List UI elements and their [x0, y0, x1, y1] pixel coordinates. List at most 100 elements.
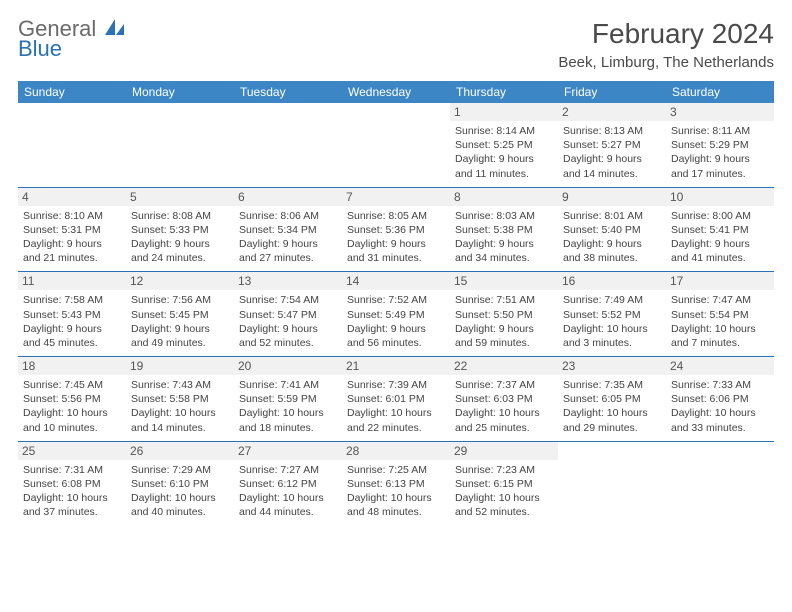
day-details: Sunrise: 7:27 AMSunset: 6:12 PMDaylight:…: [239, 463, 337, 520]
calendar-day: [558, 441, 666, 525]
day-number: 12: [126, 272, 234, 290]
sunrise-line: Sunrise: 7:39 AM: [347, 378, 445, 392]
sunset-line: Sunset: 5:41 PM: [671, 223, 769, 237]
day-details: Sunrise: 7:39 AMSunset: 6:01 PMDaylight:…: [347, 378, 445, 435]
location: Beek, Limburg, The Netherlands: [558, 54, 774, 71]
daylight-line: Daylight: 10 hours and 52 minutes.: [455, 491, 553, 519]
sunrise-line: Sunrise: 7:31 AM: [23, 463, 121, 477]
day-number: 24: [666, 357, 774, 375]
weekday-header: Sunday: [18, 81, 126, 103]
sunrise-line: Sunrise: 8:03 AM: [455, 209, 553, 223]
sunset-line: Sunset: 5:36 PM: [347, 223, 445, 237]
daylight-line: Daylight: 9 hours and 27 minutes.: [239, 237, 337, 265]
daylight-line: Daylight: 9 hours and 34 minutes.: [455, 237, 553, 265]
daylight-line: Daylight: 9 hours and 52 minutes.: [239, 322, 337, 350]
sunrise-line: Sunrise: 7:45 AM: [23, 378, 121, 392]
sunset-line: Sunset: 5:40 PM: [563, 223, 661, 237]
daylight-line: Daylight: 10 hours and 37 minutes.: [23, 491, 121, 519]
sunrise-line: Sunrise: 8:00 AM: [671, 209, 769, 223]
sunrise-line: Sunrise: 8:08 AM: [131, 209, 229, 223]
sunset-line: Sunset: 5:34 PM: [239, 223, 337, 237]
daylight-line: Daylight: 10 hours and 40 minutes.: [131, 491, 229, 519]
calendar-day: 19Sunrise: 7:43 AMSunset: 5:58 PMDayligh…: [126, 357, 234, 442]
sunset-line: Sunset: 6:15 PM: [455, 477, 553, 491]
calendar-day: 29Sunrise: 7:23 AMSunset: 6:15 PMDayligh…: [450, 441, 558, 525]
sunset-line: Sunset: 5:38 PM: [455, 223, 553, 237]
day-details: Sunrise: 8:13 AMSunset: 5:27 PMDaylight:…: [563, 124, 661, 181]
sunrise-line: Sunrise: 7:23 AM: [455, 463, 553, 477]
day-details: Sunrise: 7:37 AMSunset: 6:03 PMDaylight:…: [455, 378, 553, 435]
logo: General Blue: [18, 18, 126, 60]
day-number: 21: [342, 357, 450, 375]
day-details: Sunrise: 7:56 AMSunset: 5:45 PMDaylight:…: [131, 293, 229, 350]
day-details: Sunrise: 7:52 AMSunset: 5:49 PMDaylight:…: [347, 293, 445, 350]
calendar-body: 1 Sunrise: 8:14 AMSunset: 5:25 PMDaylight…: [18, 103, 774, 525]
daylight-line: Daylight: 9 hours and 41 minutes.: [671, 237, 769, 265]
calendar-day: [234, 103, 342, 187]
calendar-day: 13Sunrise: 7:54 AMSunset: 5:47 PMDayligh…: [234, 272, 342, 357]
calendar-week: 4Sunrise: 8:10 AMSunset: 5:31 PMDaylight…: [18, 187, 774, 272]
day-number: 6: [234, 188, 342, 206]
header: General Blue February 2024 Beek, Limburg…: [18, 18, 774, 71]
day-number: 3: [666, 103, 774, 121]
calendar-week: 18 Sunrise: 7:45 AMSunset: 5:56 PM Dayligh…: [18, 357, 774, 442]
day-number: 17: [666, 272, 774, 290]
calendar-day: 5Sunrise: 8:08 AMSunset: 5:33 PMDaylight…: [126, 187, 234, 272]
calendar-day: 24 Sunrise: 7:33 AMSunset: 6:06 PMDayligh…: [666, 357, 774, 442]
sunset-line: Sunset: 5:33 PM: [131, 223, 229, 237]
day-details: Sunrise: 7:33 AMSunset: 6:06 PMDaylight:…: [671, 378, 769, 435]
calendar-table: SundayMondayTuesdayWednesdayThursdayFrid…: [18, 81, 774, 525]
calendar-day: [342, 103, 450, 187]
day-details: Sunrise: 8:01 AMSunset: 5:40 PMDaylight:…: [563, 209, 661, 266]
daylight-line: Daylight: 10 hours and 14 minutes.: [131, 406, 229, 434]
sunset-line: Sunset: 5:54 PM: [671, 308, 769, 322]
calendar-day: 17 Sunrise: 7:47 AMSunset: 5:54 PMDayligh…: [666, 272, 774, 357]
calendar-day: 22Sunrise: 7:37 AMSunset: 6:03 PMDayligh…: [450, 357, 558, 442]
weekday-header: Monday: [126, 81, 234, 103]
daylight-line: Daylight: 9 hours and 31 minutes.: [347, 237, 445, 265]
day-number: 26: [126, 442, 234, 460]
sunrise-line: Sunrise: 7:47 AM: [671, 293, 769, 307]
daylight-line: Daylight: 9 hours and 21 minutes.: [23, 237, 121, 265]
day-details: Sunrise: 8:00 AMSunset: 5:41 PMDaylight:…: [671, 209, 769, 266]
day-details: Sunrise: 7:43 AMSunset: 5:58 PMDaylight:…: [131, 378, 229, 435]
calendar-day: 20Sunrise: 7:41 AMSunset: 5:59 PMDayligh…: [234, 357, 342, 442]
sunrise-line: Sunrise: 7:56 AM: [131, 293, 229, 307]
calendar-day: 25Sunrise: 7:31 AMSunset: 6:08 PMDayligh…: [18, 441, 126, 525]
daylight-line: Daylight: 9 hours and 45 minutes.: [23, 322, 121, 350]
daylight-line: Daylight: 10 hours and 7 minutes.: [671, 322, 769, 350]
sunset-line: Sunset: 5:59 PM: [239, 392, 337, 406]
day-number: 1: [450, 103, 558, 121]
sunset-line: Sunset: 5:56 PM: [23, 392, 121, 406]
daylight-line: Daylight: 10 hours and 29 minutes.: [563, 406, 661, 434]
calendar-day: 16Sunrise: 7:49 AMSunset: 5:52 PMDayligh…: [558, 272, 666, 357]
daylight-line: Daylight: 9 hours and 56 minutes.: [347, 322, 445, 350]
day-details: Sunrise: 7:29 AMSunset: 6:10 PMDaylight:…: [131, 463, 229, 520]
calendar-day: 11Sunrise: 7:58 AMSunset: 5:43 PMDayligh…: [18, 272, 126, 357]
day-number: 18: [18, 357, 126, 375]
day-number: 7: [342, 188, 450, 206]
daylight-line: Daylight: 9 hours and 49 minutes.: [131, 322, 229, 350]
calendar-day: 14Sunrise: 7:52 AMSunset: 5:49 PMDayligh…: [342, 272, 450, 357]
sunrise-line: Sunrise: 7:58 AM: [23, 293, 121, 307]
daylight-line: Daylight: 10 hours and 44 minutes.: [239, 491, 337, 519]
calendar-day: 4Sunrise: 8:10 AMSunset: 5:31 PMDaylight…: [18, 187, 126, 272]
calendar-day: 26 Sunrise: 7:29 AMSunset: 6:10 PMDayligh…: [126, 441, 234, 525]
sunset-line: Sunset: 6:13 PM: [347, 477, 445, 491]
sunset-line: Sunset: 6:01 PM: [347, 392, 445, 406]
weekday-header: Tuesday: [234, 81, 342, 103]
sunset-line: Sunset: 6:06 PM: [671, 392, 769, 406]
sunrise-line: Sunrise: 8:06 AM: [239, 209, 337, 223]
sunrise-line: Sunrise: 8:11 AM: [671, 124, 769, 138]
daylight-line: Daylight: 10 hours and 18 minutes.: [239, 406, 337, 434]
calendar-day: 1 Sunrise: 8:14 AMSunset: 5:25 PMDaylight…: [450, 103, 558, 187]
calendar-week: 1 Sunrise: 8:14 AMSunset: 5:25 PMDaylight…: [18, 103, 774, 187]
day-details: Sunrise: 8:14 AMSunset: 5:25 PMDaylight:…: [455, 124, 553, 181]
day-details: Sunrise: 8:05 AMSunset: 5:36 PMDaylight:…: [347, 209, 445, 266]
sunset-line: Sunset: 5:25 PM: [455, 138, 553, 152]
day-details: Sunrise: 7:54 AMSunset: 5:47 PMDaylight:…: [239, 293, 337, 350]
sail-icon: [104, 18, 126, 40]
sunset-line: Sunset: 5:47 PM: [239, 308, 337, 322]
title-block: February 2024 Beek, Limburg, The Netherl…: [558, 18, 774, 71]
sunset-line: Sunset: 5:31 PM: [23, 223, 121, 237]
